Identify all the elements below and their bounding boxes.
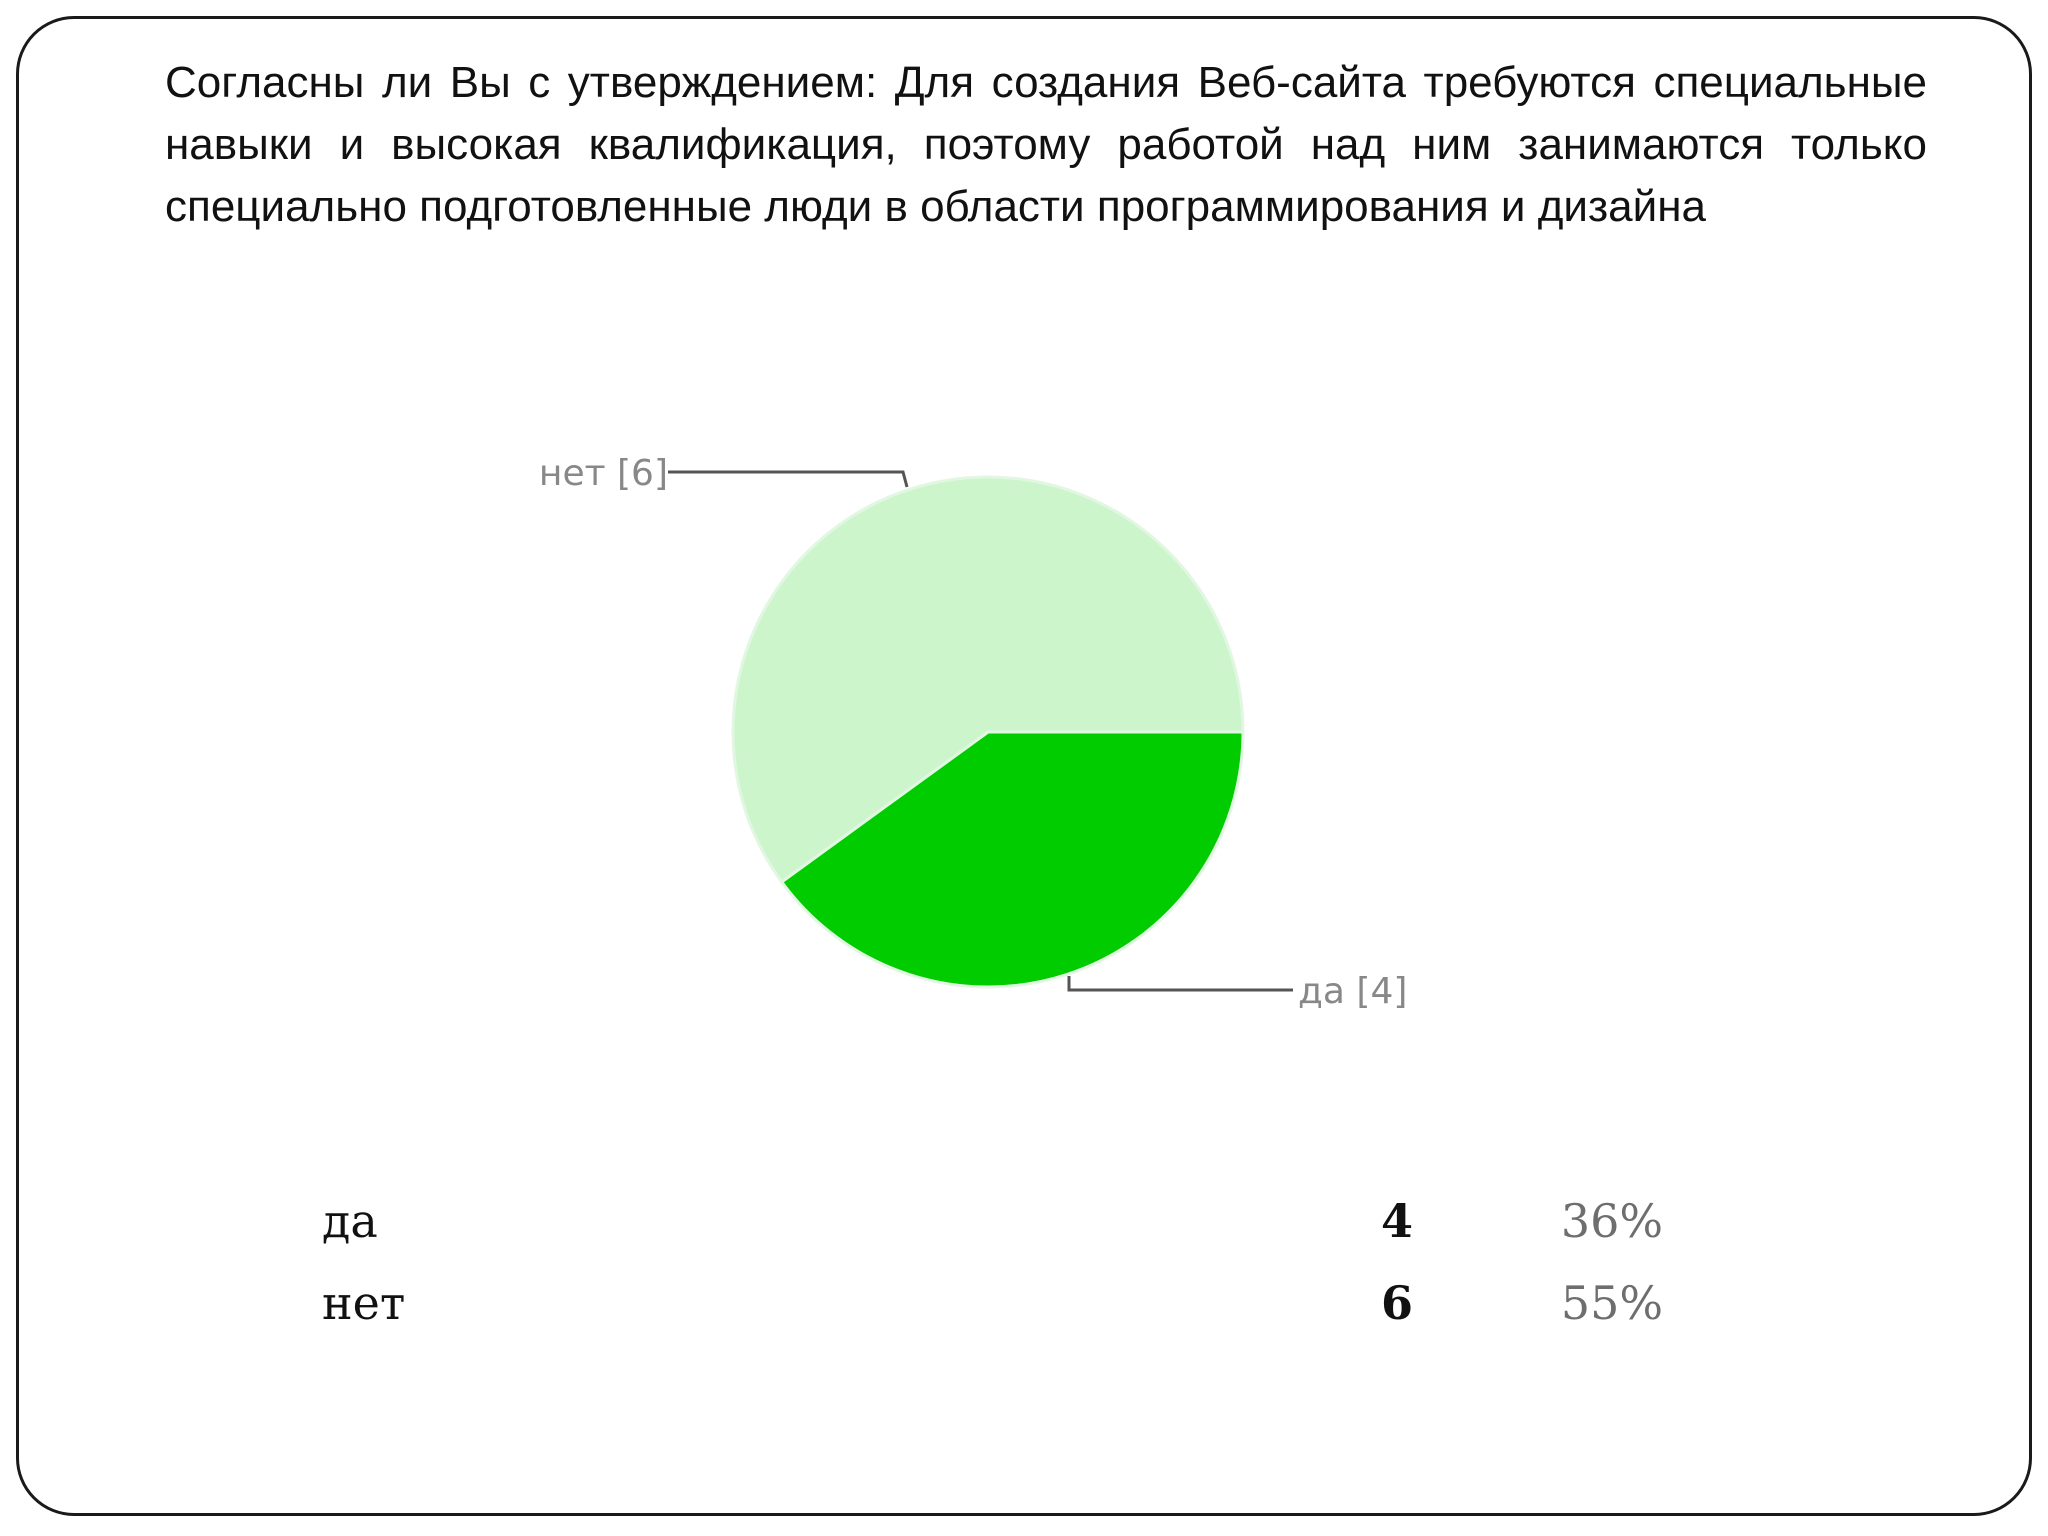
row-count: 4: [1380, 1194, 1413, 1248]
leader-line-net: [668, 470, 909, 488]
slide-title: Согласны ли Вы с утверждением: Для созда…: [165, 58, 1927, 231]
slice-label-da: да [4]: [1298, 971, 1407, 1012]
pie-slice-da: [779, 730, 1245, 989]
leader-line-da: [1067, 976, 1293, 992]
pie-slice-net: [731, 475, 1245, 884]
table-row: да 4 36%: [322, 1180, 1702, 1262]
pie-labels: нет [6] да [4]: [539, 453, 1407, 1012]
results-table: да 4 36% нет 6 55%: [322, 1180, 1702, 1344]
row-label: да: [322, 1194, 378, 1248]
row-label: нет: [322, 1276, 406, 1330]
row-percent: 55%: [1560, 1276, 1664, 1330]
row-percent: 36%: [1560, 1194, 1664, 1248]
pie-slices: [731, 475, 1245, 989]
slice-label-net: нет [6]: [539, 453, 668, 494]
table-row: нет 6 55%: [322, 1262, 1702, 1344]
row-count: 6: [1380, 1276, 1413, 1330]
